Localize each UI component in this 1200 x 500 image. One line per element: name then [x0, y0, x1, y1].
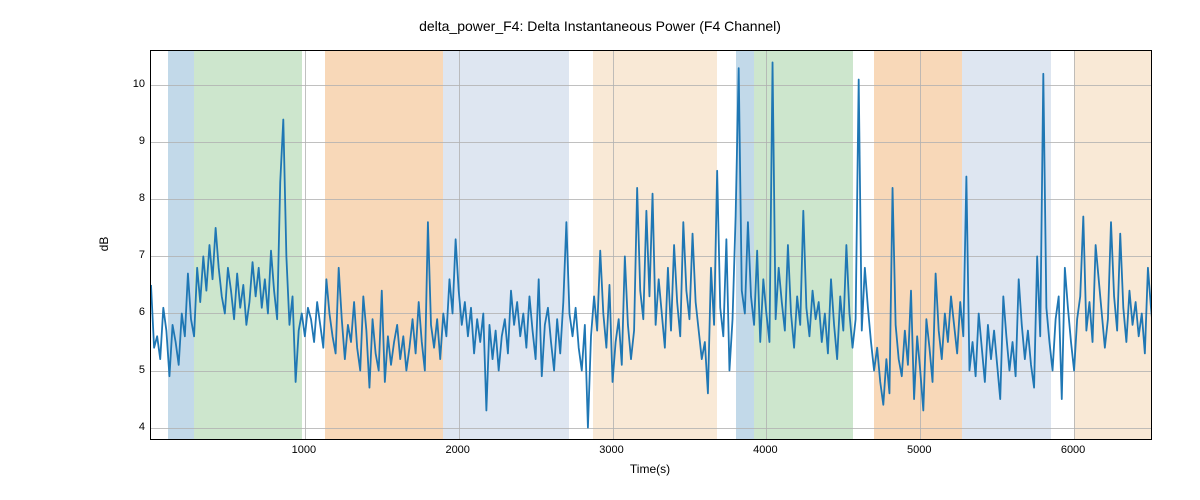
figure: delta_power_F4: Delta Instantaneous Powe… [0, 0, 1200, 500]
line-series [151, 51, 1151, 439]
y-tick-label: 10 [115, 78, 145, 90]
y-axis-label: dB [97, 237, 111, 252]
y-tick-label: 8 [115, 192, 145, 204]
x-tick-label: 1000 [292, 444, 316, 456]
y-tick-label: 7 [115, 249, 145, 261]
y-tick-label: 4 [115, 421, 145, 433]
x-tick-label: 4000 [753, 444, 777, 456]
y-tick-label: 5 [115, 364, 145, 376]
x-tick-label: 5000 [907, 444, 931, 456]
x-tick-label: 6000 [1061, 444, 1085, 456]
y-tick-label: 6 [115, 306, 145, 318]
x-tick-label: 2000 [445, 444, 469, 456]
x-tick-label: 3000 [599, 444, 623, 456]
plot-area [150, 50, 1152, 440]
chart-title: delta_power_F4: Delta Instantaneous Powe… [0, 18, 1200, 34]
data-line [151, 62, 1151, 427]
y-tick-label: 9 [115, 135, 145, 147]
x-axis-label: Time(s) [630, 462, 670, 476]
